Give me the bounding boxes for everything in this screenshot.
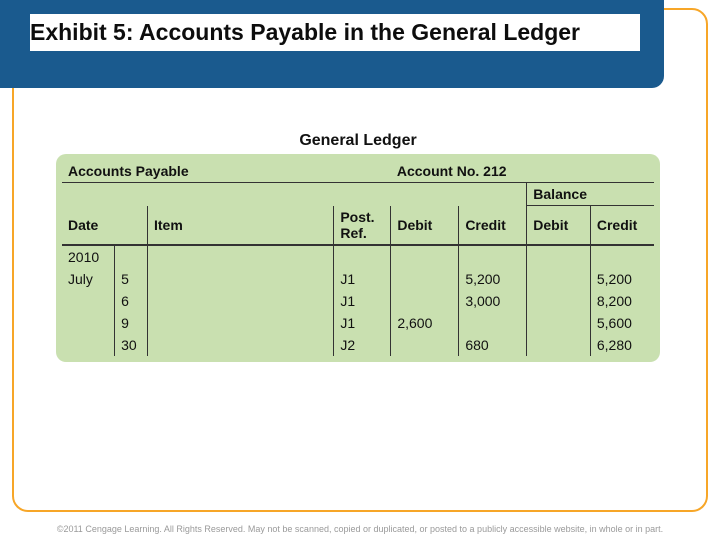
account-header-row: Accounts Payable Account No. 212 [62, 160, 654, 183]
col-credit: Credit [459, 206, 527, 245]
cell-debit: 2,600 [391, 312, 459, 334]
cell-item [147, 268, 333, 290]
col-balance-debit: Debit [527, 206, 591, 245]
col-date: Date [62, 206, 147, 245]
cell-debit [391, 334, 459, 356]
cell-postref: J1 [334, 312, 391, 334]
cell-bal-debit [527, 334, 591, 356]
table-row: 6 J1 3,000 8,200 [62, 290, 654, 312]
cell-month: July [62, 268, 115, 290]
general-ledger: General Ledger Accounts Payable Account … [56, 132, 660, 362]
cell-bal-debit [527, 268, 591, 290]
copyright-text: ©2011 Cengage Learning. All Rights Reser… [0, 524, 720, 534]
cell-bal-debit [527, 290, 591, 312]
account-name: Accounts Payable [62, 160, 391, 183]
col-debit: Debit [391, 206, 459, 245]
cell-credit: 5,200 [459, 268, 527, 290]
table-row: 2010 [62, 245, 654, 268]
cell-credit: 680 [459, 334, 527, 356]
cell-bal-credit: 5,200 [590, 268, 654, 290]
cell-bal-credit: 5,600 [590, 312, 654, 334]
account-number: Account No. 212 [391, 160, 654, 183]
cell-bal-credit: 8,200 [590, 290, 654, 312]
cell-credit: 3,000 [459, 290, 527, 312]
cell-postref: J1 [334, 290, 391, 312]
ledger-caption: General Ledger [56, 132, 660, 154]
cell-bal-credit: 6,280 [590, 334, 654, 356]
col-item: Item [147, 206, 333, 245]
cell-day: 6 [115, 290, 148, 312]
table-row: 30 J2 680 6,280 [62, 334, 654, 356]
cell-postref: J1 [334, 268, 391, 290]
cell-item [147, 312, 333, 334]
cell-postref: J2 [334, 334, 391, 356]
cell-day: 9 [115, 312, 148, 334]
col-balance-credit: Credit [590, 206, 654, 245]
cell-year: 2010 [62, 245, 115, 268]
cell-item [147, 334, 333, 356]
cell-debit [391, 290, 459, 312]
cell-credit [459, 312, 527, 334]
cell-debit [391, 268, 459, 290]
exhibit-title: Exhibit 5: Accounts Payable in the Gener… [30, 14, 640, 51]
cell-bal-debit [527, 312, 591, 334]
cell-day: 30 [115, 334, 148, 356]
balance-group-header: Balance [527, 183, 654, 206]
cell-item [147, 290, 333, 312]
ledger-table: Accounts Payable Account No. 212 Balance… [62, 160, 654, 356]
column-headers: Date Item Post. Ref. Debit Credit Debit … [62, 206, 654, 245]
table-row: 9 J1 2,600 5,600 [62, 312, 654, 334]
ledger-box: Accounts Payable Account No. 212 Balance… [56, 154, 660, 362]
col-post-ref: Post. Ref. [334, 206, 391, 245]
cell-day: 5 [115, 268, 148, 290]
table-row: July 5 J1 5,200 5,200 [62, 268, 654, 290]
